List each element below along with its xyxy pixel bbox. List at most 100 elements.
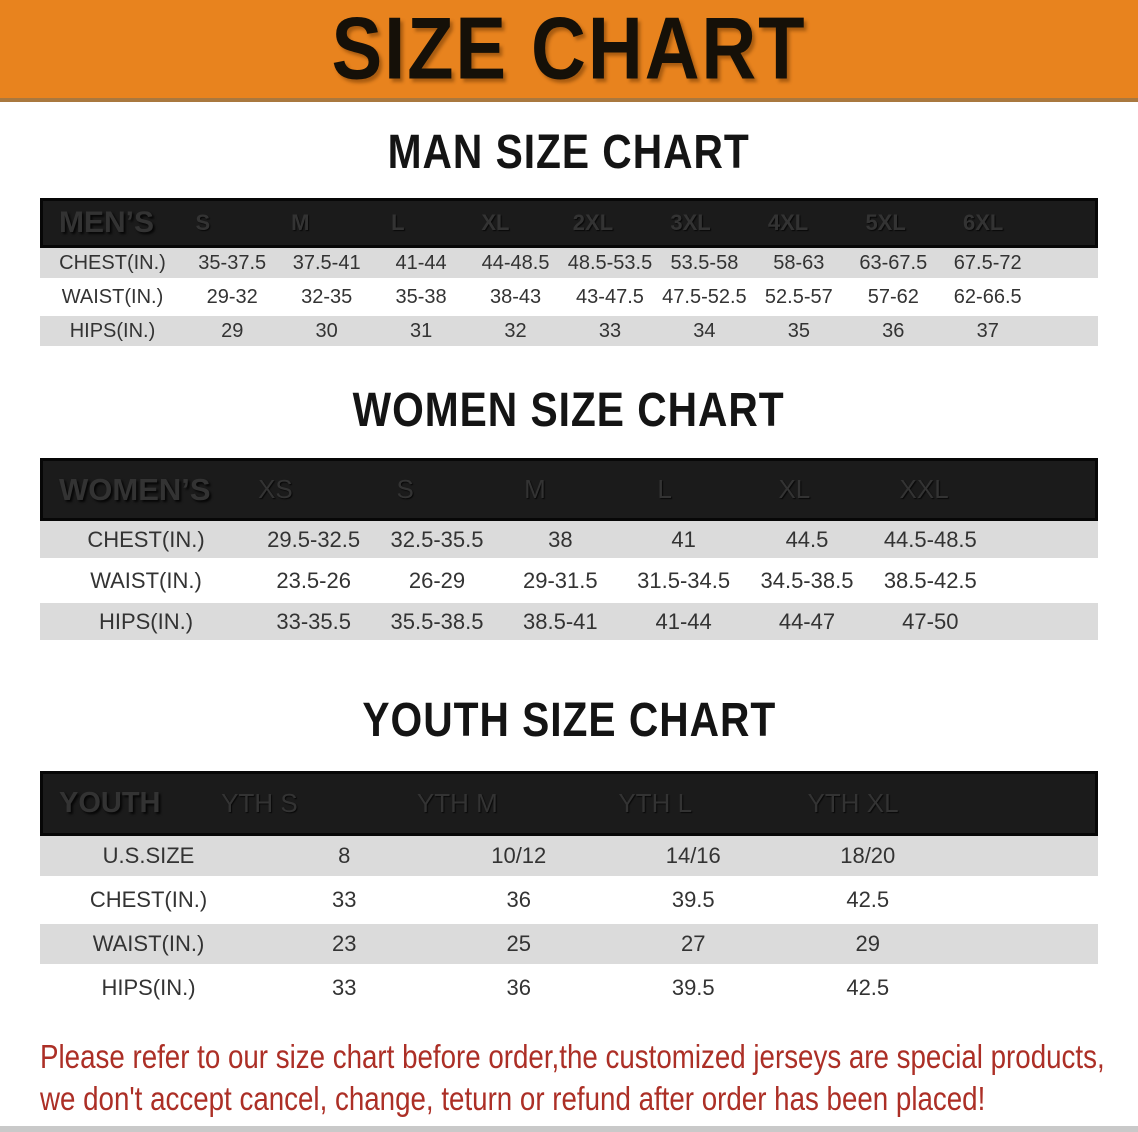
table-cell: 18/20: [840, 843, 896, 868]
table-cell: 35: [787, 319, 810, 342]
table-cell: 38.5-41: [523, 608, 598, 634]
table-cell: 37: [976, 319, 999, 342]
table-cell: 37.5-41: [292, 251, 361, 274]
men-size-col-header: S: [195, 210, 211, 235]
table-cell: 48.5-53.5: [567, 251, 653, 274]
table-cell: 29: [221, 319, 244, 342]
table-cell: 44.5-48.5: [883, 526, 977, 552]
women-waist-row: WAIST(IN.) 23.5-26 26-29 29-31.5 31.5-34…: [40, 562, 1098, 603]
men-size-col-header: L: [391, 210, 405, 235]
women-hips-row: HIPS(IN.) 33-35.5 35.5-38.5 38.5-41 41-4…: [40, 603, 1098, 644]
table-cell: 32-35: [301, 285, 353, 308]
row-label: WAIST(IN.): [92, 931, 205, 956]
men-size-col-header: 6XL: [962, 210, 1004, 235]
disclaimer-line-2: we don't accept cancel, change, teturn o…: [40, 1080, 986, 1117]
men-size-col-header: M: [291, 210, 310, 235]
youth-size-col-header: YTH S: [221, 788, 298, 818]
row-label: CHEST(IN.): [87, 526, 205, 552]
table-cell: 38.5-42.5: [883, 567, 977, 593]
table-cell: 14/16: [665, 843, 721, 868]
title-banner: SIZE CHART: [0, 0, 1138, 102]
table-cell: 33-35.5: [276, 608, 351, 634]
youth-section-heading-text: YOUTH SIZE CHART: [362, 692, 776, 747]
row-label: HIPS(IN.): [98, 608, 194, 634]
row-label: HIPS(IN.): [101, 975, 196, 1000]
men-section-heading-text: MAN SIZE CHART: [387, 124, 751, 179]
table-cell: 35.5-38.5: [390, 608, 484, 634]
table-cell: 29.5-32.5: [267, 526, 361, 552]
table-cell: 44.5: [785, 526, 829, 552]
youth-table-header-row: YOUTH YTH S YTH M YTH L YTH XL: [40, 771, 1098, 836]
table-cell: 38: [548, 526, 573, 552]
women-table-header-row: WOMEN’S XS S M L XL XXL: [40, 458, 1098, 521]
bottom-edge-strip: [0, 1126, 1138, 1132]
youth-size-table: YOUTH YTH S YTH M YTH L YTH XL U.S.SIZE …: [40, 771, 1098, 1012]
table-cell: 33: [332, 887, 357, 912]
men-table-header-row: MEN’S S M L XL 2XL 3XL 4XL 5XL 6XL: [40, 198, 1098, 248]
men-waist-row: WAIST(IN.) 29-32 32-35 35-38 38-43 43-47…: [40, 282, 1098, 316]
table-cell: 8: [338, 843, 351, 868]
table-cell: 62-66.5: [953, 285, 1022, 308]
youth-size-col-header: YTH M: [416, 788, 498, 818]
table-cell: 44-48.5: [481, 251, 550, 274]
table-cell: 31.5-34.5: [637, 567, 731, 593]
men-size-table: MEN’S S M L XL 2XL 3XL 4XL 5XL 6XL CHEST…: [40, 198, 1098, 350]
table-cell: 41-44: [395, 251, 447, 274]
table-cell: 23: [332, 931, 357, 956]
table-cell: 36: [506, 887, 531, 912]
youth-waist-row: WAIST(IN.) 23 25 27 29: [40, 924, 1098, 968]
row-label: WAIST(IN.): [61, 285, 164, 308]
women-size-col-header: XXL: [899, 474, 949, 504]
table-cell: 57-62: [867, 285, 919, 308]
table-cell: 30: [315, 319, 338, 342]
men-size-col-header: XL: [481, 210, 510, 235]
table-cell: 10/12: [491, 843, 547, 868]
men-size-col-header: 3XL: [670, 210, 711, 235]
table-cell: 58-63: [773, 251, 825, 274]
table-cell: 25: [506, 931, 531, 956]
women-section-heading-text: WOMEN SIZE CHART: [353, 382, 785, 437]
table-cell: 33: [332, 975, 357, 1000]
table-cell: 42.5: [846, 975, 890, 1000]
table-cell: 43-47.5: [576, 285, 644, 308]
table-cell: 29-32: [206, 285, 258, 308]
table-cell: 41-44: [655, 608, 712, 634]
youth-section-heading: YOUTH SIZE CHART: [0, 692, 1138, 746]
youth-size-col-header: YTH L: [618, 788, 693, 818]
disclaimer-line-1: Please refer to our size chart before or…: [40, 1038, 1105, 1075]
men-table-title: MEN’S: [59, 206, 155, 239]
row-label: U.S.SIZE: [102, 843, 195, 868]
page-title: SIZE CHART: [331, 0, 807, 98]
men-chest-row: CHEST(IN.) 35-37.5 37.5-41 41-44 44-48.5…: [40, 248, 1098, 282]
row-label: CHEST(IN.): [89, 887, 208, 912]
women-size-col-header: S: [396, 474, 414, 504]
table-cell: 53.5-58: [670, 251, 739, 274]
table-cell: 47.5-52.5: [662, 285, 747, 308]
women-table-title: WOMEN’S: [59, 471, 211, 507]
youth-table-title: YOUTH: [59, 787, 161, 819]
table-cell: 36: [882, 319, 905, 342]
youth-ussize-row: U.S.SIZE 8 10/12 14/16 18/20: [40, 836, 1098, 880]
table-cell: 39.5: [671, 975, 715, 1000]
women-size-col-header: L: [657, 474, 672, 504]
women-size-table: WOMEN’S XS S M L XL XXL CHEST(IN.) 29.5-…: [40, 458, 1098, 644]
table-cell: 23.5-26: [276, 567, 351, 593]
men-size-col-header: 4XL: [767, 210, 809, 235]
women-section-heading: WOMEN SIZE CHART: [0, 382, 1138, 436]
men-size-col-header: 2XL: [572, 210, 614, 235]
disclaimer: Please refer to our size chart before or…: [40, 1036, 1138, 1120]
men-size-col-header: 5XL: [865, 210, 906, 235]
table-cell: 32.5-35.5: [390, 526, 484, 552]
table-cell: 29-31.5: [523, 567, 598, 593]
table-cell: 29: [855, 931, 880, 956]
table-cell: 27: [681, 931, 706, 956]
table-cell: 63-67.5: [859, 251, 928, 274]
table-cell: 26-29: [408, 567, 466, 593]
table-cell: 31: [409, 319, 433, 342]
women-chest-row: CHEST(IN.) 29.5-32.5 32.5-35.5 38 41 44.…: [40, 521, 1098, 562]
women-size-col-header: XL: [778, 474, 811, 504]
table-cell: 35-38: [395, 285, 447, 308]
table-cell: 44-47: [778, 608, 836, 634]
row-label: WAIST(IN.): [90, 567, 202, 593]
table-cell: 47-50: [902, 608, 959, 634]
